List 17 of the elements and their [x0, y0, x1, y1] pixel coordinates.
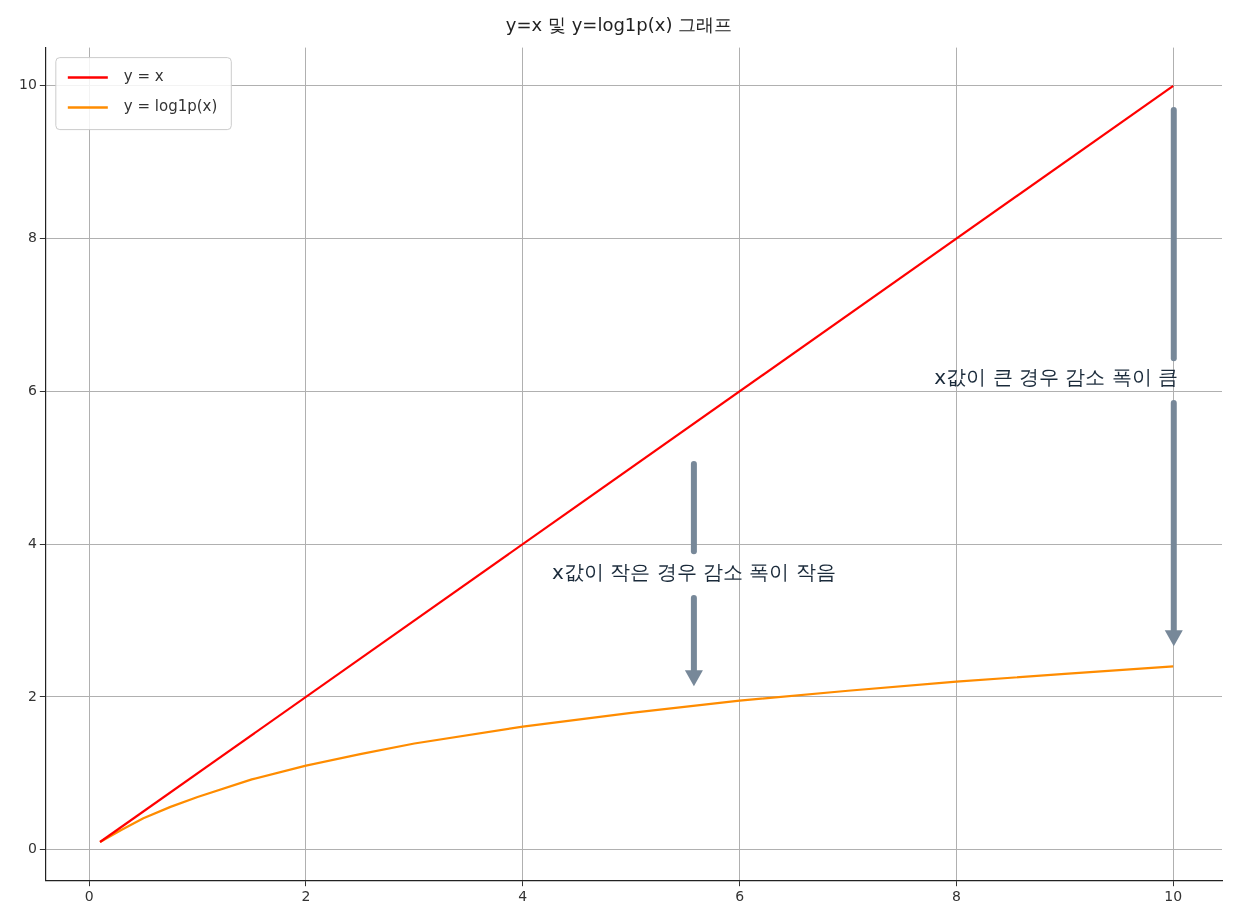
y-tick-label: 0 [27, 840, 37, 857]
x-tick-label: 8 [951, 888, 961, 905]
annotation: x값이 작은 경우 감소 폭이 작음 [552, 560, 836, 585]
x-tick-label: 6 [735, 888, 745, 905]
y-tick-label: 6 [27, 381, 37, 398]
x-tick-label: 2 [301, 888, 311, 905]
x-tick-label: 10 [1164, 888, 1183, 905]
x-tick-label: 4 [518, 888, 528, 905]
annotation: x값이 큰 경우 감소 폭이 큼 [934, 365, 1178, 390]
chart-title: y=x 및 y=log1p(x) 그래프 [505, 14, 733, 36]
y-tick-label: 4 [27, 534, 37, 551]
legend-label: y = log1p(x) [123, 97, 218, 116]
y-tick-label: 8 [27, 229, 37, 246]
y-tick-label: 2 [27, 687, 37, 704]
x-tick-label: 0 [84, 888, 94, 905]
legend-label: y = x [123, 67, 164, 86]
y-tick-label: 10 [18, 76, 37, 93]
